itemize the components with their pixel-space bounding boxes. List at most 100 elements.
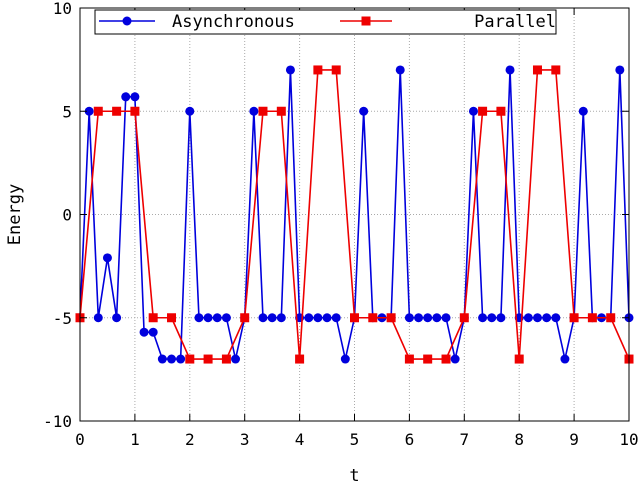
data-point-parallel bbox=[350, 313, 359, 323]
data-point-parallel bbox=[130, 106, 140, 116]
data-point-asynchronous bbox=[615, 65, 625, 75]
data-point-parallel bbox=[203, 354, 213, 364]
x-axis-label: t bbox=[349, 466, 359, 484]
data-point-asynchronous bbox=[313, 313, 323, 323]
series-layer bbox=[75, 65, 634, 364]
data-point-asynchronous bbox=[203, 313, 213, 323]
legend-label-parallel: Parallel bbox=[474, 12, 556, 32]
x-tick-label: 8 bbox=[514, 430, 524, 449]
data-point-parallel bbox=[185, 354, 195, 364]
legend: Asynchronous Parallel bbox=[94, 9, 557, 35]
data-point-asynchronous bbox=[487, 313, 497, 323]
data-point-asynchronous bbox=[331, 313, 341, 323]
data-point-asynchronous bbox=[212, 313, 222, 323]
data-point-asynchronous bbox=[258, 313, 268, 323]
data-point-asynchronous bbox=[578, 106, 588, 116]
x-tick-label: 3 bbox=[240, 430, 250, 449]
data-point-asynchronous bbox=[450, 354, 460, 364]
x-tick-label: 1 bbox=[130, 430, 140, 449]
data-point-parallel bbox=[258, 106, 268, 116]
data-point-parallel bbox=[276, 106, 286, 116]
data-point-parallel bbox=[478, 106, 488, 116]
data-point-parallel bbox=[532, 65, 542, 75]
data-point-asynchronous bbox=[167, 354, 177, 364]
data-point-parallel bbox=[148, 313, 158, 323]
x-tick-label: 6 bbox=[405, 430, 415, 449]
data-point-asynchronous bbox=[423, 313, 433, 323]
x-tick-label: 2 bbox=[185, 430, 195, 449]
x-tick-label: 10 bbox=[619, 430, 638, 449]
data-point-asynchronous bbox=[542, 313, 552, 323]
data-point-parallel bbox=[587, 313, 597, 323]
data-point-parallel bbox=[569, 313, 579, 323]
y-tick-label: -5 bbox=[53, 309, 72, 328]
data-point-asynchronous bbox=[194, 313, 204, 323]
data-point-asynchronous bbox=[395, 65, 405, 75]
data-point-parallel bbox=[496, 106, 506, 116]
data-point-asynchronous bbox=[176, 354, 186, 364]
y-tick-label: 5 bbox=[62, 102, 72, 121]
data-point-parallel bbox=[606, 313, 616, 323]
data-point-asynchronous bbox=[249, 106, 259, 116]
legend-marker-asynchronous bbox=[122, 16, 132, 26]
data-point-asynchronous bbox=[322, 313, 332, 323]
data-point-asynchronous bbox=[148, 327, 158, 337]
data-point-asynchronous bbox=[112, 313, 122, 323]
x-tick-label: 0 bbox=[75, 430, 85, 449]
data-point-parallel bbox=[551, 65, 561, 75]
legend-box bbox=[94, 9, 557, 35]
x-tick-label: 7 bbox=[459, 430, 469, 449]
data-point-parallel bbox=[240, 313, 250, 323]
data-point-asynchronous bbox=[414, 313, 424, 323]
data-point-asynchronous bbox=[93, 313, 103, 323]
data-point-parallel bbox=[368, 313, 378, 323]
data-point-asynchronous bbox=[121, 92, 131, 102]
data-point-asynchronous bbox=[496, 313, 506, 323]
data-point-parallel bbox=[423, 354, 433, 364]
data-point-asynchronous bbox=[551, 313, 561, 323]
legend-items: Asynchronous Parallel bbox=[99, 12, 556, 32]
data-point-asynchronous bbox=[130, 92, 140, 102]
data-point-asynchronous bbox=[468, 106, 478, 116]
data-point-parallel bbox=[112, 106, 122, 116]
data-point-parallel bbox=[221, 354, 231, 364]
data-point-asynchronous bbox=[340, 354, 350, 364]
x-tick-label: 4 bbox=[295, 430, 305, 449]
data-point-asynchronous bbox=[221, 313, 231, 323]
data-point-asynchronous bbox=[285, 65, 295, 75]
x-tick-label: 5 bbox=[350, 430, 360, 449]
data-point-asynchronous bbox=[505, 65, 515, 75]
x-tick-label: 9 bbox=[569, 430, 579, 449]
data-point-asynchronous bbox=[441, 313, 451, 323]
data-point-asynchronous bbox=[478, 313, 488, 323]
data-point-asynchronous bbox=[102, 253, 112, 263]
y-tick-label: -10 bbox=[43, 412, 72, 431]
data-point-asynchronous bbox=[432, 313, 442, 323]
data-point-asynchronous bbox=[532, 313, 542, 323]
y-tick-label: 10 bbox=[53, 0, 72, 18]
data-point-asynchronous bbox=[185, 106, 195, 116]
data-point-asynchronous bbox=[231, 354, 241, 364]
data-point-parallel bbox=[386, 313, 396, 323]
y-tick-label: 0 bbox=[62, 206, 72, 225]
data-point-parallel bbox=[167, 313, 177, 323]
axis-ticks: -10 -5 0 5 10 0 1 2 3 4 5 6 7 8 9 10 bbox=[43, 0, 639, 449]
data-point-asynchronous bbox=[267, 313, 277, 323]
data-point-parallel bbox=[404, 354, 414, 364]
y-axis-label: Energy bbox=[5, 184, 25, 245]
data-point-asynchronous bbox=[404, 313, 414, 323]
data-point-parallel bbox=[514, 354, 524, 364]
data-point-parallel bbox=[93, 106, 103, 116]
data-point-asynchronous bbox=[523, 313, 533, 323]
data-point-asynchronous bbox=[139, 327, 149, 337]
data-point-parallel bbox=[331, 65, 341, 75]
data-point-asynchronous bbox=[276, 313, 286, 323]
data-point-asynchronous bbox=[157, 354, 167, 364]
legend-label-asynchronous: Asynchronous bbox=[172, 12, 295, 32]
data-point-asynchronous bbox=[359, 106, 369, 116]
data-point-parallel bbox=[459, 313, 469, 323]
data-point-asynchronous bbox=[560, 354, 570, 364]
data-point-parallel bbox=[441, 354, 451, 364]
data-point-parallel bbox=[313, 65, 323, 75]
